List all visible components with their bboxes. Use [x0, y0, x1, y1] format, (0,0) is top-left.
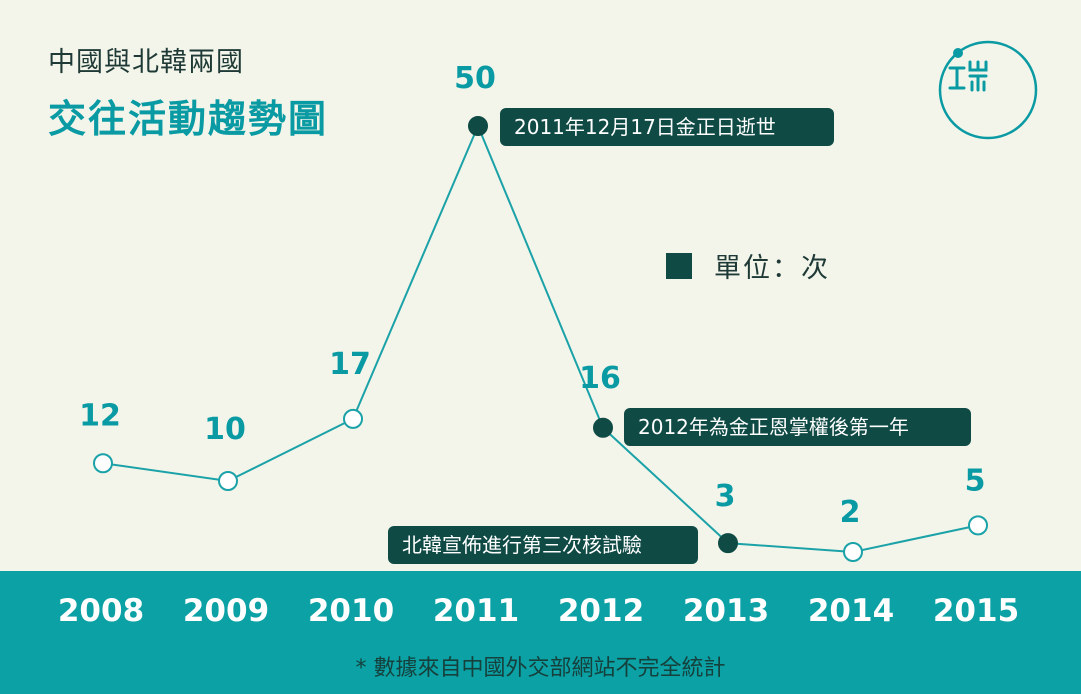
x-tick-label: 2012	[558, 593, 644, 629]
data-label: 17	[329, 347, 371, 382]
x-tick-label: 2014	[808, 593, 894, 629]
chart-subtitle: 中國與北韓兩國	[48, 47, 244, 78]
data-label: 3	[715, 479, 736, 514]
annotation-box	[624, 408, 971, 446]
data-label: 50	[454, 61, 496, 96]
data-label: 5	[965, 463, 986, 498]
data-point	[93, 453, 113, 474]
series-line	[102, 123, 979, 554]
x-tick-label: 2013	[683, 593, 769, 629]
data-point	[718, 533, 738, 554]
footnote: * 數據來自中國外交部網站不完全統計	[355, 656, 726, 681]
data-point	[468, 116, 488, 136]
legend: 單位：次	[666, 246, 830, 285]
chart-title: 交往活動趨勢圖	[48, 97, 329, 141]
data-label: 12	[79, 398, 121, 433]
legend-label: 單位：次	[714, 253, 830, 284]
data-point	[968, 515, 988, 536]
annotation-box	[388, 526, 698, 564]
data-point	[218, 471, 238, 491]
logo-icon	[938, 40, 1038, 140]
legend-swatch	[666, 252, 692, 279]
footer-band	[0, 571, 1081, 694]
x-tick-label: 2008	[58, 593, 144, 629]
x-tick-label: 2010	[308, 593, 394, 629]
x-tick-label: 2009	[183, 593, 269, 629]
data-point	[593, 417, 613, 438]
data-label: 2	[840, 495, 861, 530]
annotation-box	[500, 108, 834, 146]
data-label: 16	[579, 361, 621, 396]
annotation-text: 北韓宣佈進行第三次核試驗	[402, 533, 642, 557]
annotation-text: 2012年為金正恩掌權後第一年	[638, 415, 909, 439]
data-point	[343, 408, 363, 429]
data-point	[843, 542, 863, 562]
x-tick-label: 2011	[433, 593, 519, 629]
annotation-text: 2011年12月17日金正日逝世	[514, 115, 776, 139]
data-label: 10	[204, 412, 246, 447]
x-tick-label: 2015	[933, 593, 1019, 629]
